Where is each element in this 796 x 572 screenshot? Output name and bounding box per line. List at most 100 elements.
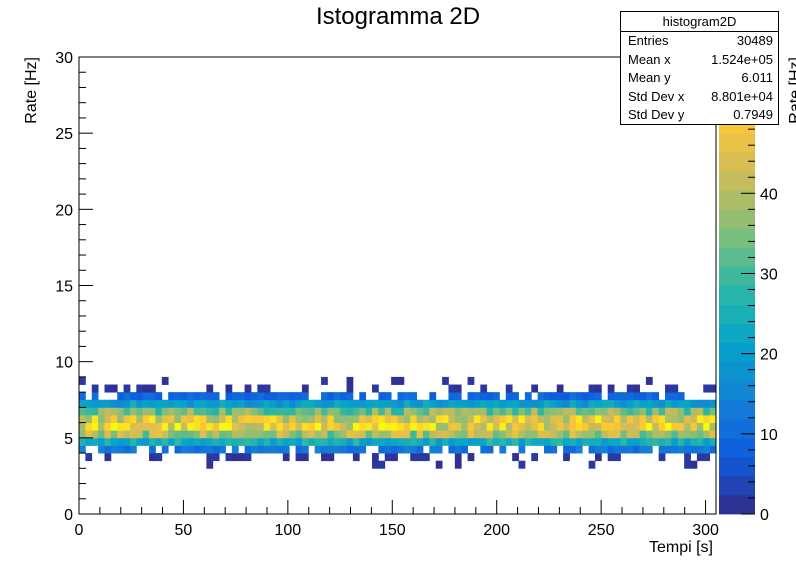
heatmap-cell [117, 414, 124, 423]
heatmap-cell [91, 430, 99, 439]
heatmap-cell [524, 422, 532, 431]
heatmap-cell [200, 445, 207, 454]
heatmap-cell [422, 437, 430, 446]
heatmap-cell [161, 407, 169, 416]
heatmap-cell [556, 422, 564, 431]
heatmap-cell [301, 392, 309, 401]
colorbar-segment [719, 133, 755, 153]
heatmap-cell [703, 384, 711, 393]
heatmap-cell [161, 376, 169, 385]
heatmap-cell [429, 392, 437, 401]
heatmap-cell [250, 430, 258, 439]
heatmap-cell [301, 453, 309, 462]
heatmap-cell [556, 407, 564, 416]
z-tick-label: 30 [760, 266, 778, 283]
heatmap-cell [161, 399, 169, 408]
heatmap-cell [282, 414, 290, 423]
heatmap-cell [161, 414, 169, 423]
heatmap-cell [652, 399, 660, 408]
heatmap-cell [537, 399, 545, 408]
heatmap-cell [410, 445, 418, 454]
heatmap-cell [454, 453, 462, 462]
heatmap-cell [569, 407, 577, 416]
heatmap-cell [531, 422, 539, 431]
heatmap-cell [512, 453, 519, 462]
heatmap-cell [633, 445, 640, 454]
heatmap-cell [391, 445, 398, 454]
heatmap-cell [410, 437, 418, 446]
heatmap-cell [588, 399, 596, 408]
colorbar-segment [719, 380, 755, 401]
heatmap-cell [633, 414, 640, 423]
heatmap-cell [327, 445, 335, 454]
heatmap-cell [658, 445, 666, 454]
heatmap-cell [250, 392, 258, 401]
heatmap-cell [372, 414, 379, 423]
heatmap-cell [397, 430, 405, 439]
heatmap-cell [155, 392, 163, 401]
heatmap-cell [582, 392, 589, 401]
heatmap-cell [639, 399, 647, 408]
heatmap-cell [575, 437, 583, 446]
heatmap-cell [321, 422, 328, 431]
heatmap-cell [563, 392, 570, 401]
heatmap-cell [174, 445, 182, 454]
heatmap-cell [696, 437, 704, 446]
heatmap-cell [98, 437, 105, 446]
heatmap-cell [582, 414, 589, 423]
heatmap-cell [149, 414, 156, 423]
heatmap-cell [416, 399, 424, 408]
heatmap-cell [569, 445, 577, 454]
heatmap-cell [333, 422, 341, 431]
heatmap-cell [333, 407, 341, 416]
heatmap-cell [703, 414, 711, 423]
heatmap-cell [493, 414, 500, 423]
heatmap-cell [493, 422, 500, 431]
heatmap-cell [575, 392, 583, 401]
heatmap-cell [193, 392, 201, 401]
heatmap-cell [684, 422, 691, 431]
heatmap-cell [639, 422, 647, 431]
heatmap-cell [174, 399, 182, 408]
heatmap-cell [289, 437, 296, 446]
heatmap-cell [142, 392, 150, 401]
heatmap-cell [665, 407, 672, 416]
heatmap-cell [518, 414, 526, 423]
heatmap-cell [703, 422, 711, 431]
heatmap-cell [665, 399, 672, 408]
heatmap-cell [677, 414, 685, 423]
heatmap-cell [129, 445, 137, 454]
heatmap-cell [709, 414, 717, 423]
heatmap-cell [219, 445, 226, 454]
heatmap-cell [696, 399, 704, 408]
heatmap-cell [129, 399, 137, 408]
heatmap-cell [410, 422, 418, 431]
heatmap-cell [212, 392, 220, 401]
heatmap-cell [594, 445, 602, 454]
heatmap-cell [136, 422, 144, 431]
heatmap-cell [85, 399, 93, 408]
heatmap-cell [193, 407, 201, 416]
heatmap-cell [633, 392, 640, 401]
heatmap-cell [391, 422, 398, 431]
heatmap-cell [569, 414, 577, 423]
heatmap-cell [104, 399, 112, 408]
heatmap-cell [556, 430, 564, 439]
heatmap-cell [442, 414, 449, 423]
heatmap-cell [696, 445, 704, 454]
heatmap-cell [104, 453, 112, 462]
heatmap-cell [308, 414, 316, 423]
colorbar-segment [719, 418, 755, 439]
heatmap-cell [180, 430, 188, 439]
heatmap-cell [569, 422, 577, 431]
heatmap-cell [327, 422, 335, 431]
heatmap-cell [588, 407, 596, 416]
heatmap-cell [263, 445, 271, 454]
heatmap-cell [85, 453, 93, 462]
heatmap-cell [461, 430, 468, 439]
heatmap-cell [174, 414, 182, 423]
heatmap-cell [442, 430, 449, 439]
stats-label: Std Dev x [628, 88, 685, 104]
heatmap-cell [180, 414, 188, 423]
heatmap-cell [550, 414, 558, 423]
